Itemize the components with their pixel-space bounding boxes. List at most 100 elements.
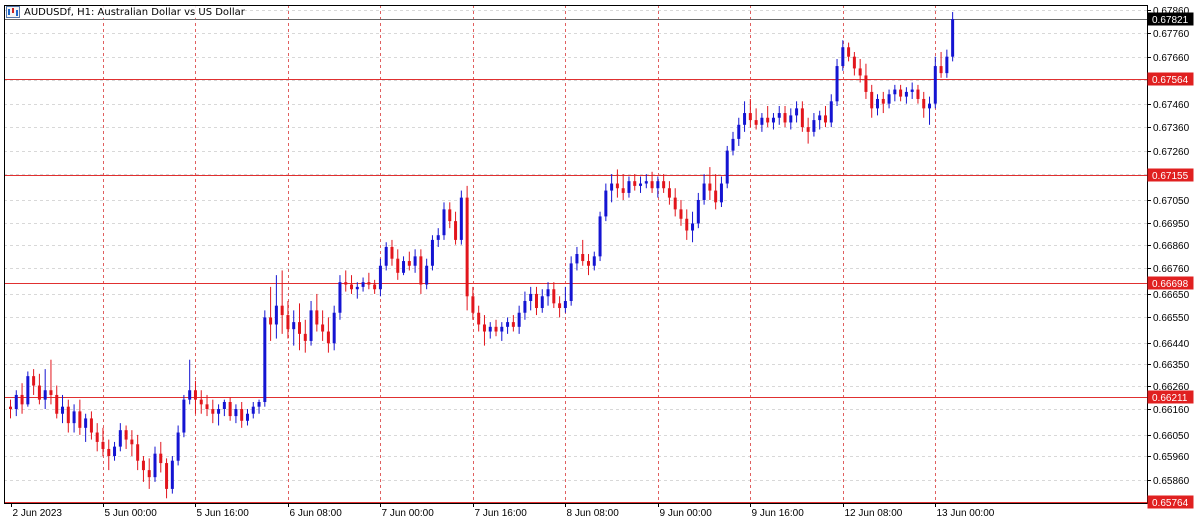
candle-body — [754, 120, 758, 125]
candle-body — [748, 113, 752, 121]
candle-body — [384, 246, 388, 266]
candle-bull — [245, 409, 249, 426]
candle-body — [540, 296, 544, 309]
price-tick-label: 0.66350 — [1153, 360, 1190, 371]
candle-body — [459, 197, 463, 240]
candle-bear — [852, 51, 856, 76]
candle-bull — [725, 145, 729, 189]
candle-bull — [430, 235, 434, 271]
vertical-grid — [103, 5, 936, 503]
candle-body — [147, 470, 151, 478]
price-tick-label: 0.67660 — [1153, 53, 1190, 64]
time-tick-label: 12 Jun 08:00 — [845, 508, 903, 519]
candle-body — [378, 265, 382, 290]
level-price-tag: 0.66698 — [1147, 276, 1194, 290]
price-tags: 0.67564 0.67155 0.66698 0.66211 0.65764 0.678… — [1147, 12, 1194, 509]
candle-bear — [286, 300, 290, 339]
time-tick-label: 7 Jun 16:00 — [475, 508, 528, 519]
candle-bull — [604, 183, 608, 222]
candle-body — [731, 138, 735, 151]
candle-body — [136, 444, 140, 461]
candle-bear — [939, 51, 943, 78]
candle-bear — [37, 373, 41, 405]
candle-body — [534, 293, 538, 309]
level-price-tag: 0.65764 — [1147, 495, 1194, 509]
candle-body — [321, 324, 325, 332]
candle-bear — [708, 167, 712, 200]
candle-bear — [615, 169, 619, 198]
candle-bear — [916, 84, 920, 104]
candle-body — [234, 409, 238, 417]
candle-bear — [650, 171, 654, 193]
candle-bear — [9, 399, 12, 419]
candle-body — [737, 124, 741, 139]
candle-body — [482, 324, 486, 332]
candle-body — [107, 448, 111, 457]
candle-bear — [899, 84, 903, 102]
candle-body — [621, 188, 625, 193]
candle-body — [708, 183, 712, 191]
candle-body — [61, 406, 65, 414]
candle-bull — [546, 282, 550, 306]
time-tick-label: 5 Jun 00:00 — [105, 508, 158, 519]
candle-body — [633, 181, 637, 186]
candle-body — [500, 326, 504, 332]
level-price-tag-bg — [1147, 495, 1194, 509]
candle-bull — [257, 399, 261, 414]
candle-body — [182, 399, 186, 433]
candle-body — [84, 418, 88, 428]
time-axis[interactable]: 2 Jun 2023 5 Jun 00:00 5 Jun 16:00 6 Jun 08… — [11, 503, 995, 519]
candle-bull — [789, 108, 793, 130]
candle-body — [350, 284, 354, 290]
time-tick-label: 5 Jun 16:00 — [197, 508, 250, 519]
candle-body — [847, 47, 851, 57]
candle-bull — [14, 390, 18, 417]
candle-body — [454, 221, 458, 240]
candle-body — [263, 317, 267, 402]
candle-bear — [864, 63, 868, 99]
time-tick-label: 9 Jun 16:00 — [752, 508, 805, 519]
candle-body — [344, 282, 348, 285]
candle-body — [904, 91, 908, 97]
candle-body — [130, 439, 134, 445]
candle-bull — [627, 176, 631, 198]
candle-body — [546, 289, 550, 297]
candle-body — [176, 432, 180, 461]
candle-body — [552, 289, 556, 304]
price-tick-label: 0.67760 — [1153, 29, 1190, 40]
candle-body — [355, 286, 359, 290]
candle-bull — [500, 322, 504, 341]
candle-bull — [575, 246, 579, 271]
candle-body — [9, 406, 12, 410]
candle-body — [269, 317, 273, 325]
candle-bear — [20, 383, 24, 414]
candle-body — [413, 256, 417, 266]
candle-bull — [928, 96, 932, 125]
candle-body — [529, 293, 533, 301]
candle-body — [257, 401, 261, 407]
candle-body — [338, 282, 342, 313]
candle-body — [558, 303, 562, 309]
candle-bull — [309, 300, 313, 346]
candle-body — [523, 300, 527, 313]
level-price-tag-bg — [1147, 168, 1194, 182]
candle-body — [188, 390, 192, 400]
candle-bull — [402, 256, 406, 276]
plot-border — [4, 5, 1148, 504]
candle-body — [789, 115, 793, 123]
level-price-tag-text: 0.66698 — [1152, 279, 1189, 290]
candle-bull — [639, 176, 643, 193]
candle-bear — [49, 359, 53, 405]
candle-body — [783, 113, 787, 123]
candle-bear — [205, 394, 209, 417]
candle-bear — [107, 439, 111, 471]
candle-bear — [800, 101, 804, 132]
level-price-tag-text: 0.65764 — [1152, 498, 1189, 509]
candle-bear — [454, 211, 458, 245]
candle-bear — [269, 286, 273, 341]
candle-bear — [511, 315, 515, 332]
candle-bull — [841, 40, 845, 71]
candle-bull — [719, 176, 723, 208]
